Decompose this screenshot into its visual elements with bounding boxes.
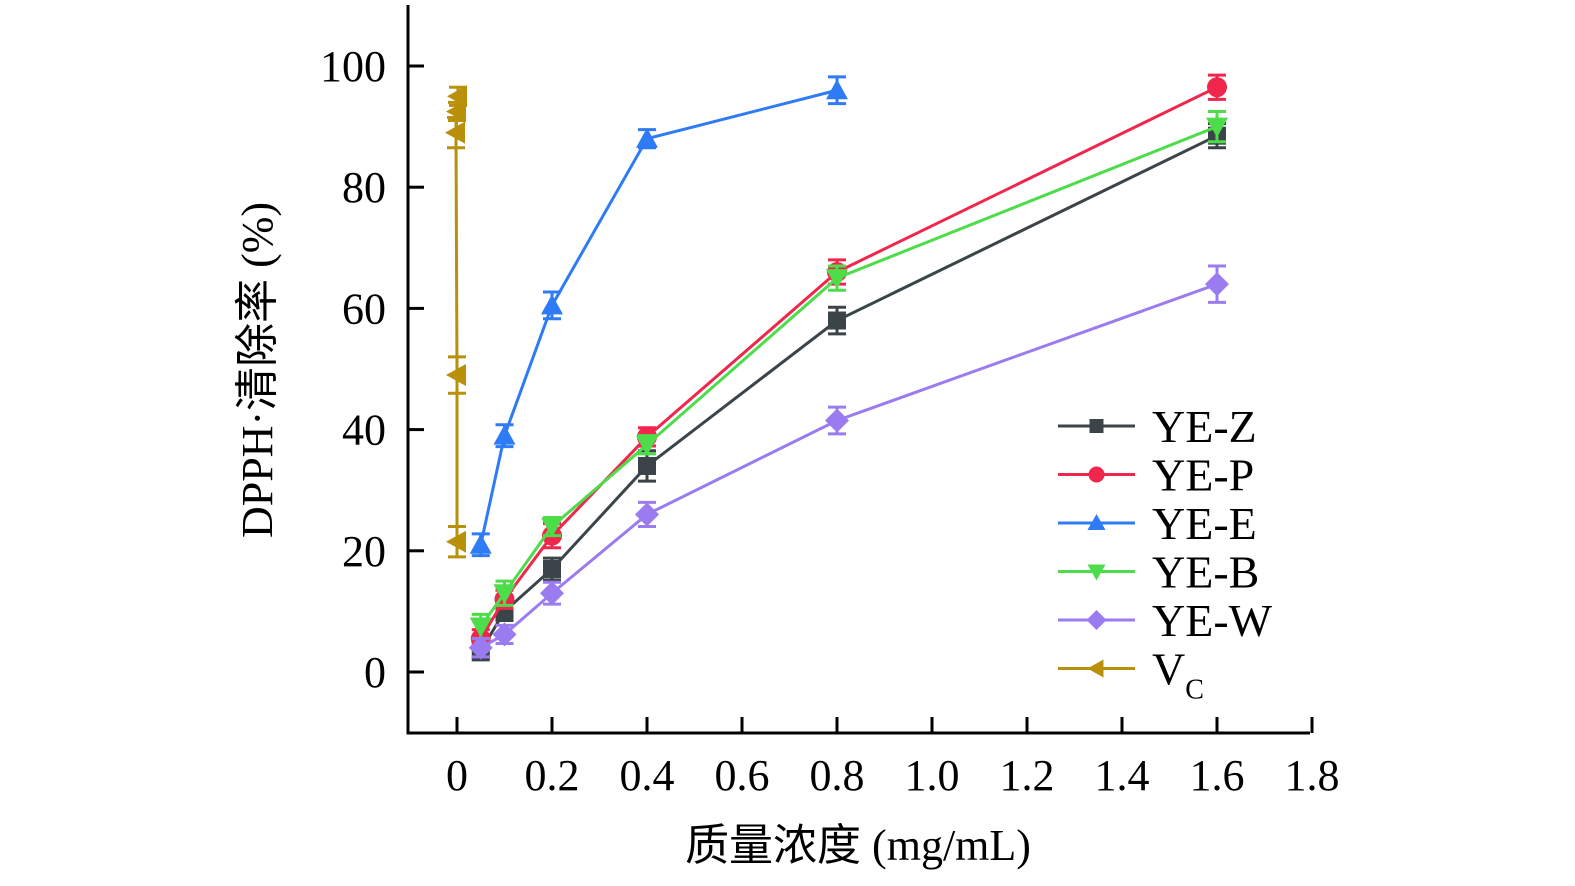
data-point (447, 85, 467, 108)
legend-marker (1086, 610, 1107, 630)
series-line (479, 125, 1218, 628)
legend-label: YE-B (1152, 547, 1259, 598)
data-point (638, 456, 656, 475)
x-axis-title: 质量浓度 (mg/mL) (685, 821, 1031, 870)
data-point (825, 408, 849, 433)
legend-label: YE-W (1152, 595, 1273, 646)
data-point (1207, 77, 1227, 98)
legend-item-ye-p: YE-P (1058, 450, 1254, 501)
legend-label: VC (1152, 644, 1204, 706)
series-vc (445, 85, 467, 559)
x-tick-label: 1.0 (905, 751, 960, 800)
legend-item-ye-b: YE-B (1058, 547, 1259, 598)
y-tick-label: 0 (364, 648, 386, 697)
legend-label-main: V (1152, 644, 1185, 695)
data-point (540, 581, 564, 606)
legend-item-ye-w: YE-W (1058, 595, 1273, 646)
axes: 0 20 40 60 80 100 0 0.2 0.4 0.6 0.8 1.0 1.2 1.4 1.6 1.8 (320, 5, 1340, 800)
y-tick-label: 60 (342, 284, 386, 333)
legend-label-subscript: C (1185, 675, 1204, 706)
data-point (541, 294, 563, 315)
data-point (493, 584, 516, 605)
data-point (446, 530, 466, 553)
legend-marker (1087, 564, 1106, 581)
y-axis-title: DPPH·清除率 (%) (233, 202, 282, 538)
legend-marker (1088, 466, 1105, 483)
y-tick-label: 40 (342, 406, 386, 455)
legend-item-vc: VC (1058, 644, 1204, 706)
series-line (480, 282, 1218, 650)
data-point (445, 121, 465, 144)
data-point (493, 424, 516, 445)
data-point (828, 311, 846, 330)
x-tick-label: 0.8 (810, 751, 865, 800)
series-line (479, 134, 1218, 652)
data-point (636, 127, 658, 148)
legend-label: YE-E (1152, 498, 1257, 549)
legend-label-main: YE-B (1152, 547, 1259, 598)
x-tick-label: 1.8 (1285, 751, 1340, 800)
series-ye-e (469, 75, 848, 558)
series-ye-z (471, 122, 1226, 662)
y-tick-label: 100 (320, 42, 386, 91)
legend-item-ye-e: YE-E (1058, 498, 1257, 549)
legend-item-ye-z: YE-Z (1058, 401, 1257, 452)
series-ye-w (468, 264, 1229, 660)
y-tick-label: 20 (342, 527, 386, 576)
data-point (826, 79, 848, 100)
data-point (543, 559, 561, 578)
data-point (635, 502, 659, 527)
legend: YE-ZYE-PYE-EYE-BYE-WVC (1058, 401, 1273, 706)
legend-marker (1089, 419, 1104, 433)
x-tick-label: 0.6 (715, 751, 770, 800)
x-tick-label: 0.2 (525, 751, 580, 800)
data-point (468, 635, 493, 660)
x-tick-label: 1.2 (1000, 751, 1055, 800)
legend-label-main: YE-W (1152, 595, 1273, 646)
x-tick-label: 1.4 (1095, 751, 1150, 800)
legend-label: YE-P (1152, 450, 1254, 501)
y-tick-label: 80 (342, 163, 386, 212)
x-tick-label: 0 (446, 751, 468, 800)
legend-marker (1087, 659, 1104, 678)
data-point (469, 617, 492, 638)
series-ye-b (469, 109, 1228, 641)
data-point (492, 622, 517, 647)
legend-marker (1087, 514, 1106, 530)
data-point (469, 533, 492, 554)
legend-label-main: YE-P (1152, 450, 1254, 501)
data-point (636, 435, 658, 456)
legend-label-main: YE-Z (1152, 401, 1257, 452)
data-point (1205, 272, 1229, 297)
data-point (541, 517, 563, 538)
series-line (454, 96, 460, 542)
legend-label: YE-Z (1152, 401, 1257, 452)
series-ye-p (470, 73, 1227, 650)
x-tick-label: 1.6 (1190, 751, 1245, 800)
data-point (826, 269, 848, 290)
data-point (446, 364, 466, 387)
series-layer (445, 73, 1229, 662)
data-point (1206, 117, 1228, 138)
x-tick-label: 0.4 (620, 751, 675, 800)
legend-label-main: YE-E (1152, 498, 1257, 549)
